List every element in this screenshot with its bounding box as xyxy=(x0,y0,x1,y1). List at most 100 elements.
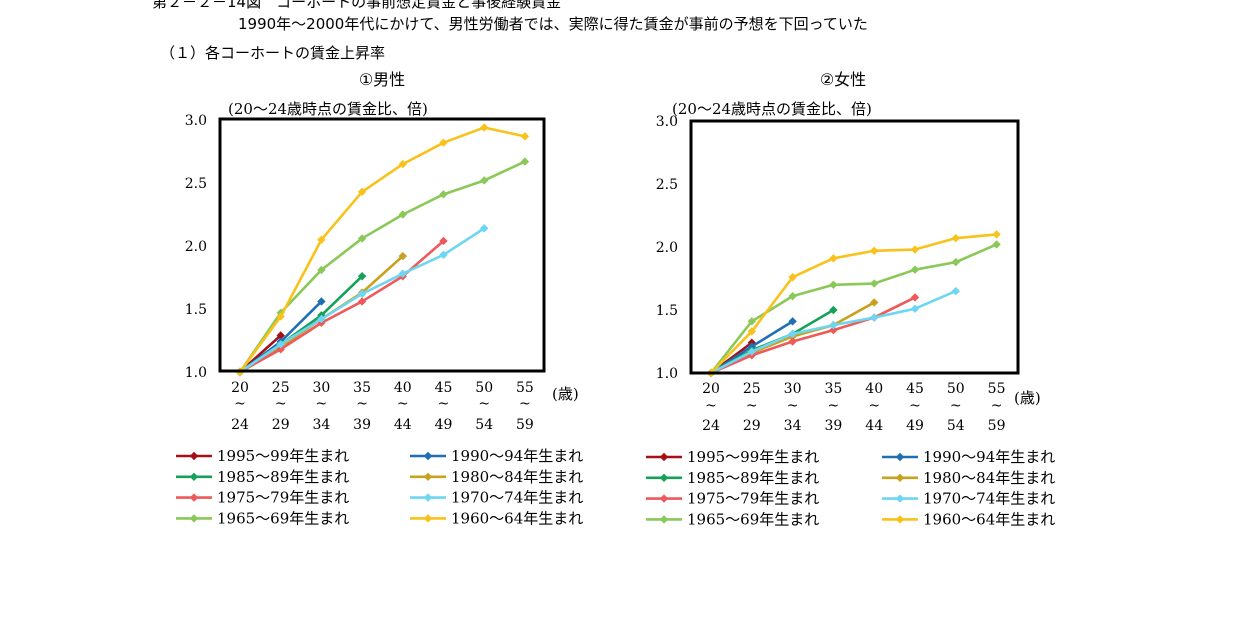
data-point xyxy=(870,246,879,255)
legend-item: 1985～89年生まれ xyxy=(176,468,349,486)
data-point xyxy=(357,289,367,299)
legend-marker xyxy=(895,515,905,524)
data-point xyxy=(788,337,797,346)
data-point xyxy=(829,280,838,289)
legend-marker xyxy=(189,493,199,502)
data-point xyxy=(870,313,879,322)
y-tick-label: 2.0 xyxy=(185,239,207,255)
legend-item: 1995～99年生まれ xyxy=(176,447,349,465)
x-tick-separator: ~ xyxy=(787,398,799,414)
x-tick-separator: ~ xyxy=(478,396,490,412)
y-tick-label: 1.5 xyxy=(185,302,207,318)
x-tick-label: 45 xyxy=(435,380,453,396)
y-tick-label: 1.0 xyxy=(656,366,678,382)
x-tick-separator: ~ xyxy=(438,396,450,412)
x-tick-separator: ~ xyxy=(868,398,880,414)
data-point xyxy=(992,230,1001,239)
legend-item: 1965～69年生まれ xyxy=(646,510,819,528)
data-point xyxy=(910,304,920,313)
x-tick-label: 24 xyxy=(702,418,720,434)
x-tick-label: 35 xyxy=(353,380,371,396)
y-tick-label: 2.0 xyxy=(656,240,678,256)
data-point xyxy=(276,331,285,340)
x-tick-label: 24 xyxy=(231,417,249,433)
x-tick-label: 40 xyxy=(394,380,412,396)
legend-item: 1975～79年生まれ xyxy=(646,490,819,508)
legend-item: 1990～94年生まれ xyxy=(882,448,1055,466)
figure-subtitle: 1990年～2000年代にかけて、男性労働者では、実際に得た賃金が事前の予想を下… xyxy=(238,15,868,33)
legend-item: 1960～64年生まれ xyxy=(410,509,583,527)
legend-label: 1965～69年生まれ xyxy=(687,510,819,528)
plot-frame xyxy=(218,117,546,373)
data-point xyxy=(910,293,920,302)
data-point xyxy=(870,279,879,288)
data-point xyxy=(992,240,1001,249)
data-point xyxy=(317,297,326,306)
legend-item: 1965～69年生まれ xyxy=(176,509,349,527)
chart-title: ②女性 xyxy=(820,70,866,89)
x-tick-label: 55 xyxy=(988,381,1006,397)
x-tick-label: 35 xyxy=(824,381,842,397)
y-tick-label: 1.0 xyxy=(185,365,207,381)
x-tick-label: 30 xyxy=(312,380,330,396)
x-axis-label: (歳) xyxy=(552,385,579,403)
legend-item: 1995～99年生まれ xyxy=(646,448,819,466)
x-tick-separator: ~ xyxy=(234,396,246,412)
data-point xyxy=(829,320,838,330)
y-tick-label: 2.5 xyxy=(185,176,207,192)
y-tick-label: 3.0 xyxy=(656,114,678,130)
x-tick-label: 59 xyxy=(516,417,534,433)
data-point xyxy=(870,298,879,307)
data-point xyxy=(480,176,489,185)
x-tick-separator: ~ xyxy=(705,398,717,414)
plot-frame xyxy=(689,119,1020,375)
x-tick-label: 54 xyxy=(947,418,965,434)
data-point xyxy=(910,245,920,254)
data-point xyxy=(357,187,367,197)
data-point xyxy=(829,325,838,335)
data-point xyxy=(520,132,530,141)
data-point xyxy=(788,317,797,326)
data-point xyxy=(910,265,920,274)
legend-label: 1990～94年生まれ xyxy=(451,447,583,465)
data-point xyxy=(357,297,367,306)
data-point xyxy=(788,273,797,282)
x-tick-label: 25 xyxy=(272,380,290,396)
legend-label: 1965～69年生まれ xyxy=(217,509,349,527)
legend-marker xyxy=(423,451,433,461)
legend-label: 1985～89年生まれ xyxy=(217,468,349,486)
data-point xyxy=(317,235,326,244)
data-point xyxy=(439,236,448,246)
data-point xyxy=(520,157,530,166)
x-tick-separator: ~ xyxy=(746,398,758,414)
legend-marker xyxy=(659,515,669,524)
legend-label: 1985～89年生まれ xyxy=(687,469,819,487)
legend-marker xyxy=(423,514,433,523)
x-tick-label: 59 xyxy=(988,418,1006,434)
data-point xyxy=(276,312,285,321)
x-tick-separator: ~ xyxy=(275,396,287,412)
legend-marker xyxy=(895,452,905,462)
chart-panel-2: ②女性(20～24歳時点の賃金比、倍)3.02.52.01.51.020~242… xyxy=(646,70,1055,528)
legend-label: 1980～84年生まれ xyxy=(923,469,1055,487)
x-tick-label: 50 xyxy=(947,381,965,397)
x-tick-label: 34 xyxy=(312,417,330,433)
series-line xyxy=(709,243,998,374)
legend-marker xyxy=(895,494,905,503)
data-point xyxy=(276,340,285,349)
data-point xyxy=(480,123,489,132)
x-tick-label: 49 xyxy=(435,417,453,433)
x-tick-label: 44 xyxy=(865,418,883,434)
x-tick-separator: ~ xyxy=(991,398,1003,414)
legend-item: 1990～94年生まれ xyxy=(410,447,583,465)
data-point xyxy=(747,317,756,326)
x-tick-label: 20 xyxy=(702,381,720,397)
legend-marker xyxy=(423,472,433,481)
series-line xyxy=(710,233,997,374)
data-point xyxy=(439,138,448,147)
x-tick-label: 39 xyxy=(353,417,371,433)
data-point xyxy=(951,286,960,296)
data-point xyxy=(747,347,756,356)
x-tick-label: 29 xyxy=(272,417,290,433)
